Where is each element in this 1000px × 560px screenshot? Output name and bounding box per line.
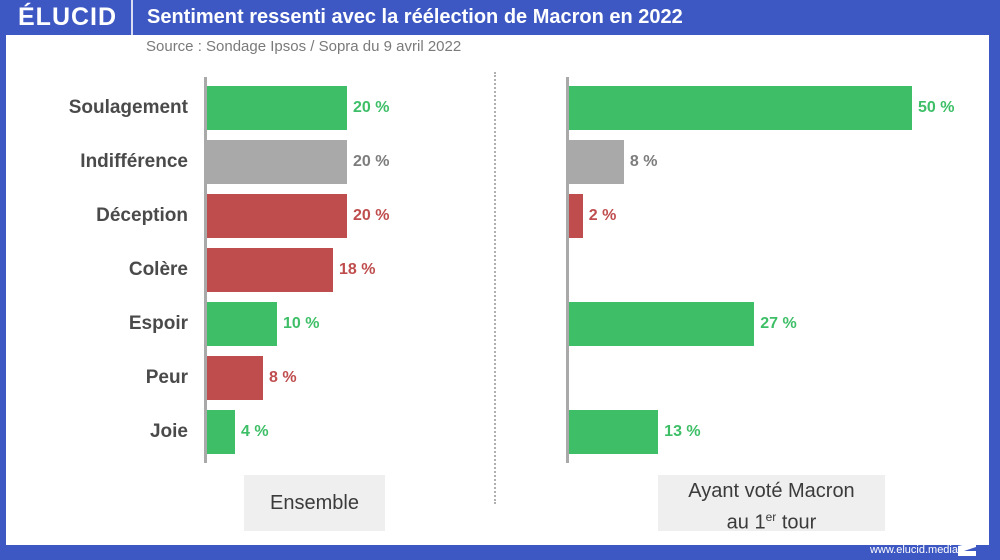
value-label: 8 % — [269, 369, 297, 386]
logo-separator — [131, 0, 133, 35]
chart-title: Sentiment ressenti avec la réélection de… — [147, 6, 683, 28]
header: ÉLUCID Sentiment ressenti avec la réélec… — [0, 0, 1000, 35]
bar-peur — [207, 356, 263, 400]
value-label: 27 % — [760, 315, 797, 332]
value-label: 20 % — [353, 99, 390, 116]
footer-url[interactable]: www.elucid.media — [869, 544, 958, 556]
category-label: Espoir — [128, 313, 188, 334]
elucid-flag-icon — [958, 542, 976, 556]
group-label-ensemble-text: Ensemble — [270, 492, 359, 514]
category-label: Déception — [96, 205, 188, 226]
chart-subtitle: Source : Sondage Ipsos / Sopra du 9 avri… — [146, 38, 462, 55]
bar-deception — [569, 194, 583, 238]
value-label: 20 % — [353, 153, 390, 170]
group-label-line1: Ayant voté Macron — [688, 480, 855, 502]
group-label-ensemble: Ensemble — [244, 475, 385, 531]
y-axis-line — [204, 77, 207, 463]
bar-indifference — [569, 140, 624, 184]
value-label: 8 % — [629, 153, 658, 170]
group-label-line2: au 1er tour — [726, 510, 817, 534]
value-label: 18 % — [339, 261, 376, 278]
value-label: 2 % — [588, 207, 617, 224]
category-label: Indifférence — [80, 151, 188, 172]
category-label: Colère — [128, 259, 188, 280]
category-label: Joie — [149, 421, 188, 442]
bar-deception — [207, 194, 347, 238]
elucid-logo: ÉLUCID — [18, 3, 118, 31]
value-label: 13 % — [664, 423, 701, 440]
bar-indifference — [207, 140, 347, 184]
category-label: Soulagement — [68, 97, 188, 118]
bar-joie — [207, 410, 235, 454]
bar-espoir — [207, 302, 277, 346]
value-label: 50 % — [918, 99, 955, 116]
bar-colere — [207, 248, 333, 292]
value-label: 4 % — [241, 423, 269, 440]
panel-divider — [494, 72, 496, 504]
bar-joie — [569, 410, 659, 454]
bar-espoir — [569, 302, 755, 346]
bar-soulagement — [569, 86, 912, 130]
group-label-macron-voters: Ayant voté Macron au 1er tour — [658, 475, 885, 534]
value-label: 20 % — [353, 207, 390, 224]
value-label: 10 % — [283, 315, 320, 332]
y-axis-line — [566, 77, 569, 463]
bar-soulagement — [207, 86, 347, 130]
category-label: Peur — [145, 367, 188, 388]
